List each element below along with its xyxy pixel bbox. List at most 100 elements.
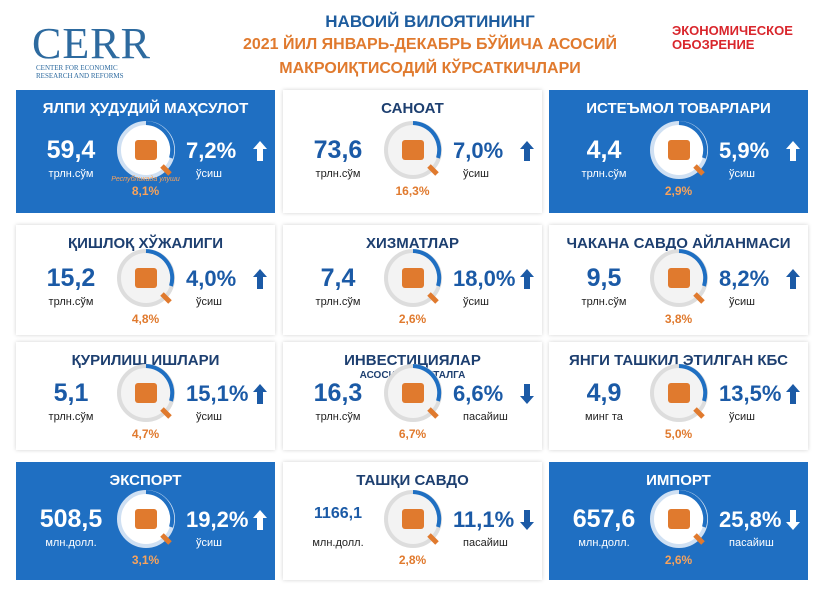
title: 2021 ЙИЛ ЯНВАРЬ-ДЕКАБРЬ БЎЙИЧА АСОСИЙ xyxy=(242,36,618,53)
trend-arrow xyxy=(253,509,267,530)
indicator-card: ИСТЕЪМОЛ ТОВАРЛАРИ 4,4 трлн.сўм 2,9% 5,9% ўс… xyxy=(549,90,808,213)
unit: трлн.сўм xyxy=(48,411,94,424)
icon-handle xyxy=(692,407,705,420)
trend-arrow xyxy=(253,140,267,161)
icon-glyph xyxy=(667,383,690,404)
icon-handle xyxy=(426,291,439,304)
icon-glyph xyxy=(401,508,424,529)
icon-arc xyxy=(678,248,707,287)
trend-arrow xyxy=(786,140,800,161)
icon-handle xyxy=(159,533,172,545)
indicator-card: ТАШҚИ САВДО 1166,1 млн.долл. 2,8% 11,1% паса… xyxy=(283,462,542,580)
arrow-up xyxy=(253,268,267,289)
unit: трлн.сўм xyxy=(48,295,94,308)
title: НАВОИЙ ВИЛОЯТИНИНГ xyxy=(325,12,535,31)
logo-subtitle: CENTER FOR ECONOMIC RESEARCH AND REFORMS xyxy=(36,64,124,80)
icon xyxy=(116,248,175,307)
icon-arc xyxy=(145,364,174,402)
share: 16,3% xyxy=(395,183,430,198)
trend-arrow xyxy=(520,268,534,289)
value: 4,4 xyxy=(586,135,622,164)
card-title: ТАШҚИ САВДО xyxy=(356,472,469,489)
icon-glyph xyxy=(401,383,424,404)
card-title: ҚИШЛОҚ ХЎЖАЛИГИ xyxy=(67,235,224,252)
change-label: ўсиш xyxy=(729,411,755,424)
trend-arrow xyxy=(786,384,800,405)
change-label: ўсиш xyxy=(196,295,222,308)
change: 8,2% xyxy=(719,265,770,291)
icon xyxy=(649,489,708,548)
trend-arrow xyxy=(520,140,534,161)
share: 8,1% xyxy=(131,183,160,198)
icon-glyph xyxy=(667,508,690,529)
arrow-up xyxy=(786,140,800,161)
change-label: ўсиш xyxy=(463,167,489,180)
share-note: Республикада улуши xyxy=(111,175,180,183)
icon xyxy=(649,364,708,423)
change-label: пасайиш xyxy=(463,411,508,424)
card-title: ЯНГИ ТАШКИЛ ЭТИЛГАН КБС xyxy=(569,352,788,369)
indicator-card: ЯНГИ ТАШКИЛ ЭТИЛГАН КБС 4,9 минг та 5,0% 13… xyxy=(549,342,808,450)
icon-glyph xyxy=(401,139,424,160)
change-label: пасайиш xyxy=(463,536,508,549)
card-title: ҚУРИЛИШ ИШЛАРИ xyxy=(71,352,220,369)
card-title: ЧАКАНА САВДО АЙЛАНМАСИ xyxy=(566,235,791,252)
icon-handle xyxy=(426,533,439,545)
share: 2,9% xyxy=(664,183,693,198)
change: 6,6% xyxy=(453,381,504,407)
unit: млн.долл. xyxy=(578,536,630,549)
card-title: ХИЗМАТЛАР xyxy=(366,235,459,252)
share: 6,7% xyxy=(398,427,427,442)
value: 1166,1 xyxy=(313,504,363,522)
trend-arrow xyxy=(520,384,534,405)
icon xyxy=(116,364,175,423)
share: 3,1% xyxy=(131,552,160,567)
value: 4,9 xyxy=(586,379,622,408)
unit: трлн.сўм xyxy=(315,295,361,308)
arrow-up xyxy=(520,268,534,289)
arrow-down xyxy=(520,384,534,405)
change: 7,2% xyxy=(186,137,237,163)
share: 3,8% xyxy=(664,311,693,326)
unit: трлн.сўм xyxy=(315,167,361,180)
share: 2,8% xyxy=(398,552,427,567)
card-title: ИНВЕСТИЦИЯЛАР xyxy=(344,352,481,369)
icon-arc xyxy=(678,364,707,402)
unit: минг та xyxy=(585,411,623,424)
unit: трлн.сўм xyxy=(315,411,361,424)
change: 15,1% xyxy=(186,381,249,407)
icon-handle xyxy=(426,163,439,176)
icon-arc xyxy=(145,489,174,528)
change-label: пасайиш xyxy=(729,536,774,549)
icon-arc xyxy=(678,489,707,528)
icon-handle xyxy=(426,407,439,420)
change: 4,0% xyxy=(186,265,237,291)
arrow-up xyxy=(786,268,800,289)
icon-arc xyxy=(145,120,174,159)
icon-arc xyxy=(412,120,441,159)
change: 7,0% xyxy=(453,137,504,163)
indicator-card: ЧАКАНА САВДО АЙЛАНМАСИ 9,5 трлн.сўм 3,8% 8,… xyxy=(549,225,808,335)
icon-glyph xyxy=(667,267,690,288)
change-label: ўсиш xyxy=(196,167,222,180)
value: 657,6 xyxy=(572,504,636,533)
icon xyxy=(383,248,442,307)
indicator-card: ЭКСПОРТ 508,5 млн.долл. 3,1% 19,2% ўсиш xyxy=(16,462,275,580)
change: 5,9% xyxy=(719,137,770,163)
share: 2,6% xyxy=(664,552,693,567)
arrow-up xyxy=(253,509,267,530)
trend-arrow xyxy=(786,509,800,530)
icon-glyph xyxy=(667,139,690,160)
change-label: ўсиш xyxy=(196,411,222,424)
value: 15,2 xyxy=(46,263,96,292)
arrow-down xyxy=(520,509,534,530)
unit: млн.долл. xyxy=(45,536,97,549)
change-label: ўсиш xyxy=(729,167,755,180)
unit: трлн.сўм xyxy=(581,167,627,180)
icon-arc xyxy=(412,489,441,528)
title: МАКРОИҚТИСОДИЙ КЎРСАТКИЧЛАРИ xyxy=(279,60,581,77)
trend-arrow xyxy=(253,268,267,289)
icon xyxy=(383,120,442,179)
unit: млн.долл. xyxy=(312,536,364,549)
card-title: САНОАТ xyxy=(381,100,444,117)
